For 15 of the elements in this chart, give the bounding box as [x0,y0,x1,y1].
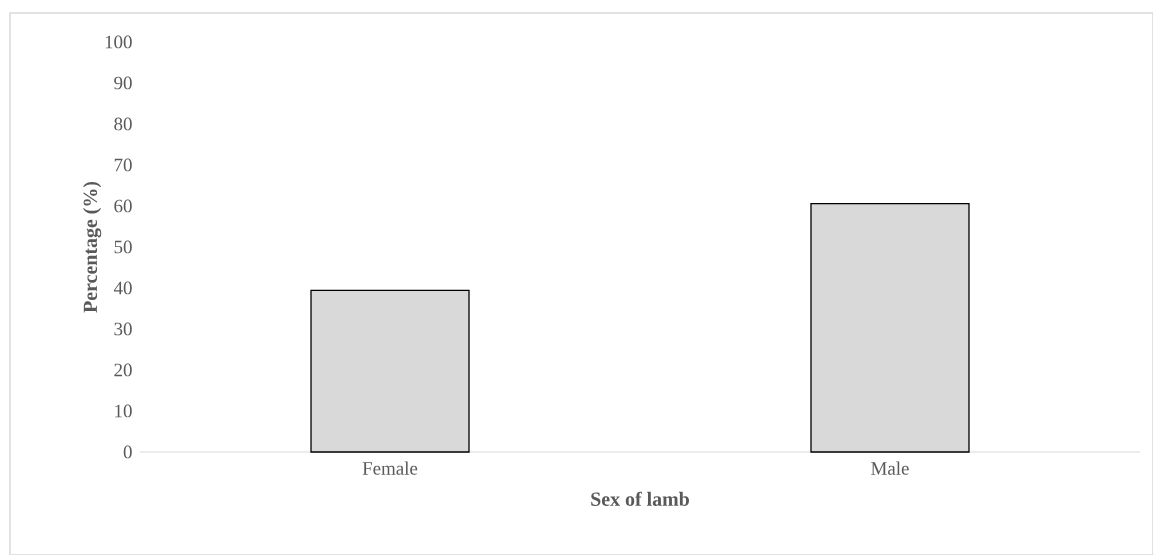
y-tick-label: 100 [105,35,132,49]
y-tick-label: 40 [113,281,132,295]
y-axis-title: Percentage (%) [83,181,102,313]
y-tick-label: 10 [115,404,132,418]
x-tick-label: Female [362,461,418,475]
y-tick-label: 80 [114,117,132,131]
y-tick-label: 30 [114,322,132,336]
y-tick-label: 90 [114,76,132,90]
y-tick-label: 20 [114,363,132,377]
y-tick-label: 0 [123,445,132,459]
y-tick-label: 60 [114,199,132,213]
x-tick-label: Male [871,461,909,475]
x-axis-title: Sex of lamb [591,491,689,506]
y-tick-label: 50 [114,240,132,254]
y-tick-label: 70 [114,158,132,172]
